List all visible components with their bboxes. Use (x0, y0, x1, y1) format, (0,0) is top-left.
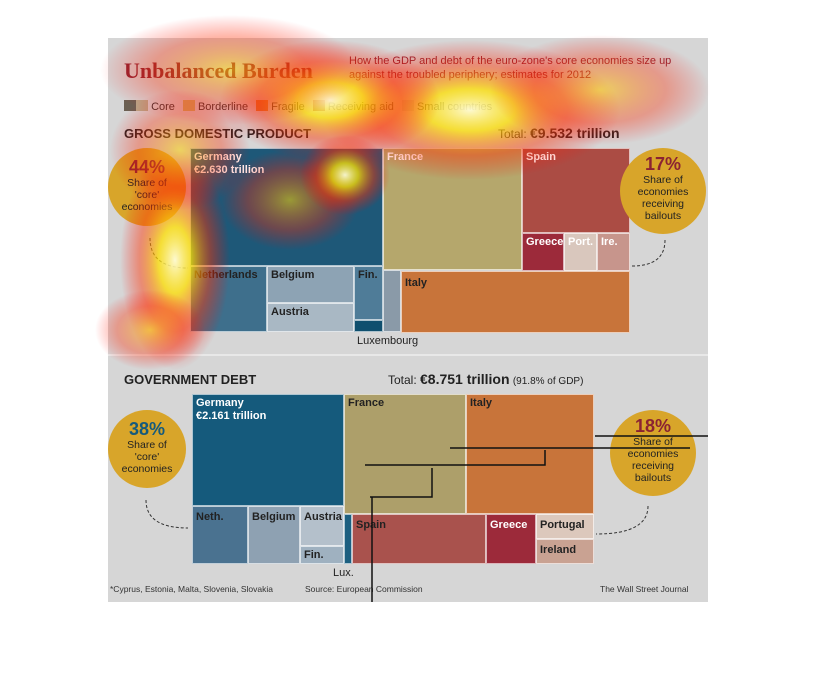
gdp-bailout-share-circle: 17% Share of economies receiving bailout… (620, 148, 706, 234)
legend-item-borderline: Borderline (182, 100, 248, 113)
credit: The Wall Street Journal (600, 584, 689, 594)
legend-swatch (124, 100, 136, 111)
gdp-total: Total: €9.532 trillion (498, 125, 620, 141)
legend-swatch (256, 100, 269, 111)
debt-tile-spain: Spain (352, 514, 486, 564)
debt-tile-ireland: Ireland (536, 539, 594, 564)
gdp-tile-greece: Greece (522, 233, 564, 271)
debt-tile-france: France (344, 394, 466, 514)
gdp-tile-portugal: Port. (564, 233, 597, 271)
page-title: Unbalanced Burden (124, 58, 313, 83)
debt-lux-label: Lux. (333, 567, 354, 579)
legend-item-fragile: Fragile (256, 100, 305, 113)
debt-total: Total: €8.751 trillion (91.8% of GDP) (388, 371, 584, 387)
gdp-heading: GROSS DOMESTIC PRODUCT (124, 126, 312, 141)
legend-swatch (312, 100, 325, 111)
infographic-panel: Unbalanced Burden How the GDP and debt o… (108, 38, 708, 602)
gdp-tile-finland: Fin. (354, 266, 383, 320)
legend-swatch (401, 100, 414, 111)
gdp-core-share-circle: 44% Share of 'core' economies (108, 148, 186, 226)
section-divider (108, 354, 708, 356)
gdp-tile-belgium: Belgium (267, 266, 354, 303)
legend-swatch (182, 100, 195, 111)
debt-tile-portugal: Portugal (536, 514, 594, 539)
gdp-tile-spain: Spain (522, 148, 630, 233)
debt-tile-finland: Fin. (300, 546, 344, 564)
gdp-tile-small (354, 320, 383, 332)
gdp-luxembourg-label: Luxembourg (357, 335, 419, 347)
gdp-tile-netherlands: Netherlands (190, 266, 267, 332)
gdp-tile-austria: Austria (267, 303, 354, 332)
gdp-tile-ireland: Ire. (597, 233, 630, 271)
debt-tile-netherlands: Neth. (192, 506, 248, 564)
legend: Core Borderline Fragile Receiving aid Sm… (124, 100, 492, 113)
debt-tile-luxembourg (344, 514, 352, 564)
legend-swatch (136, 100, 148, 111)
debt-tile-greece: Greece (486, 514, 536, 564)
footnote: *Cyprus, Estonia, Malta, Slovenia, Slova… (110, 584, 273, 594)
legend-item-core: Core (124, 100, 175, 113)
debt-tile-belgium: Belgium (248, 506, 300, 564)
source-note: Source: European Commission (305, 584, 423, 594)
gdp-tile-luxembourg (383, 270, 401, 332)
subtitle: How the GDP and debt of the euro-zone's … (349, 55, 672, 81)
gdp-tile-germany: Germany €2.630 trillion (190, 148, 383, 266)
debt-bailout-share-circle: 18% Share of economies receiving bailout… (610, 410, 696, 496)
debt-heading: GOVERNMENT DEBT (124, 372, 257, 387)
debt-core-share-circle: 38% Share of 'core' economies (108, 410, 186, 488)
gdp-tile-france: France (383, 148, 522, 270)
debt-tile-austria: Austria (300, 506, 344, 546)
legend-item-aid: Receiving aid (312, 100, 394, 113)
gdp-tile-italy: Italy (401, 271, 630, 333)
legend-item-small: Small countries (401, 100, 492, 113)
debt-tile-germany: Germany €2.161 trillion (192, 394, 344, 506)
debt-tile-italy: Italy (466, 394, 594, 514)
